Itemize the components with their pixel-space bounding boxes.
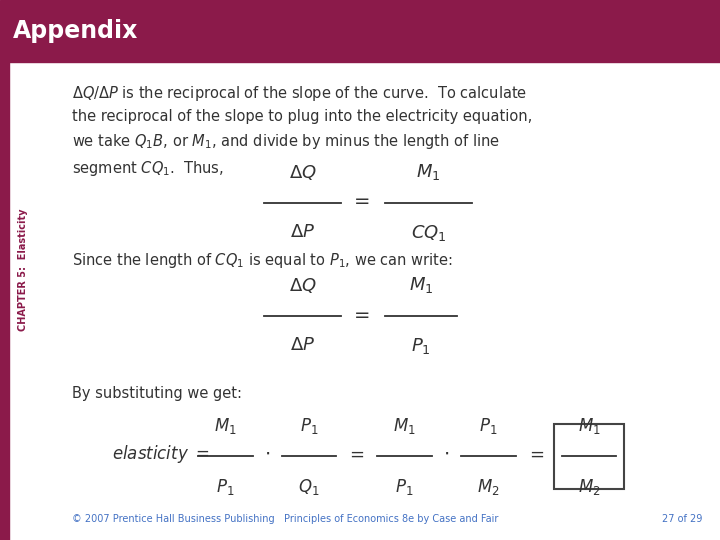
Text: $\Delta Q$: $\Delta Q$ xyxy=(289,163,316,182)
Text: $P_1$: $P_1$ xyxy=(300,416,318,436)
Text: $Q_1$: $Q_1$ xyxy=(298,477,320,497)
Text: © 2007 Prentice Hall Business Publishing   Principles of Economics 8e by Case an: © 2007 Prentice Hall Business Publishing… xyxy=(72,515,498,524)
Text: By substituting we get:: By substituting we get: xyxy=(72,386,242,401)
Text: $CQ_1$: $CQ_1$ xyxy=(410,223,446,243)
Text: $=$: $=$ xyxy=(346,444,365,463)
Text: $P_1$: $P_1$ xyxy=(216,477,235,497)
Text: $\cdot$: $\cdot$ xyxy=(264,444,270,463)
Text: $=$: $=$ xyxy=(350,190,370,210)
Text: $M_1$: $M_1$ xyxy=(416,162,441,182)
Text: $M_2$: $M_2$ xyxy=(477,477,500,497)
Text: $M_1$: $M_1$ xyxy=(577,416,600,436)
Text: $P_1$: $P_1$ xyxy=(479,416,498,436)
Bar xyxy=(0,62,9,540)
Text: Appendix: Appendix xyxy=(13,19,138,43)
Text: $P_1$: $P_1$ xyxy=(395,477,414,497)
Text: $M_1$: $M_1$ xyxy=(409,275,433,295)
Text: $\Delta Q/\Delta P$ is the reciprocal of the slope of the curve.  To calculate
t: $\Delta Q/\Delta P$ is the reciprocal of… xyxy=(72,84,532,178)
Text: CHAPTER 5:  Elasticity: CHAPTER 5: Elasticity xyxy=(18,209,28,331)
Text: elasticity $=$: elasticity $=$ xyxy=(112,443,210,464)
Bar xyxy=(554,424,624,489)
Text: Since the length of $CQ_1$ is equal to $P_1$, we can write:: Since the length of $CQ_1$ is equal to $… xyxy=(72,251,453,270)
Text: $=$: $=$ xyxy=(350,303,370,323)
Text: $\Delta Q$: $\Delta Q$ xyxy=(289,276,316,295)
Text: $\Delta P$: $\Delta P$ xyxy=(290,336,315,354)
Text: $M_1$: $M_1$ xyxy=(214,416,237,436)
Text: $\Delta P$: $\Delta P$ xyxy=(290,223,315,241)
Text: $M_2$: $M_2$ xyxy=(577,477,600,497)
Text: $M_1$: $M_1$ xyxy=(393,416,416,436)
Text: 27 of 29: 27 of 29 xyxy=(662,515,702,524)
Bar xyxy=(0,0,720,62)
Text: $=$: $=$ xyxy=(526,444,544,463)
Text: $\cdot$: $\cdot$ xyxy=(444,444,449,463)
Text: $P_1$: $P_1$ xyxy=(411,336,431,356)
